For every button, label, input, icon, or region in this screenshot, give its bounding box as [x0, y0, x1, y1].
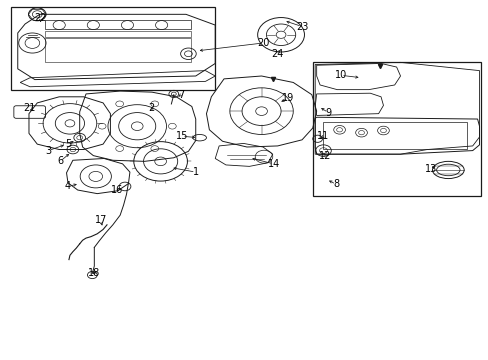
Text: 16: 16: [110, 185, 122, 195]
Text: 22: 22: [34, 13, 47, 23]
Text: 7: 7: [178, 90, 184, 100]
Bar: [11, 7, 215, 90]
Text: 19: 19: [282, 93, 294, 103]
Text: 10: 10: [334, 70, 346, 80]
Text: 13: 13: [424, 163, 436, 174]
Text: 12: 12: [318, 150, 330, 161]
Text: 14: 14: [267, 159, 279, 169]
Bar: [44, 31, 190, 37]
Text: 23: 23: [295, 22, 307, 32]
Text: 6: 6: [57, 156, 63, 166]
Text: 11: 11: [317, 131, 329, 141]
Bar: [312, 62, 480, 196]
Text: 8: 8: [332, 179, 339, 189]
Text: 9: 9: [325, 108, 331, 118]
Text: 2: 2: [148, 103, 155, 113]
Bar: [44, 39, 190, 62]
Text: 1: 1: [192, 167, 199, 177]
Text: 21: 21: [23, 103, 35, 113]
Bar: [44, 21, 190, 30]
Text: 5: 5: [65, 139, 71, 149]
Text: 4: 4: [65, 181, 71, 192]
Text: 17: 17: [94, 215, 106, 225]
Text: 20: 20: [256, 38, 269, 48]
Text: 18: 18: [88, 267, 100, 278]
Text: 3: 3: [45, 145, 51, 156]
Text: 15: 15: [176, 131, 188, 141]
Bar: [323, 122, 467, 149]
Text: 24: 24: [271, 49, 283, 59]
